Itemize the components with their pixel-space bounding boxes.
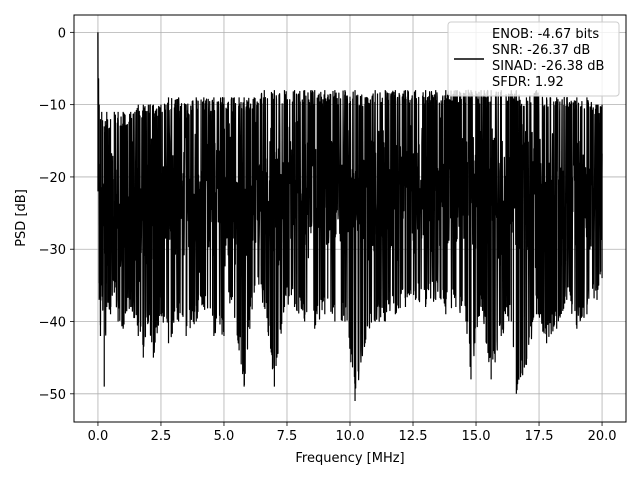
y-tick-label: 0	[58, 26, 66, 41]
psd-trace	[97, 32, 603, 391]
legend-snr: SNR: -26.37 dB	[492, 43, 590, 58]
y-tick-label: −40	[39, 316, 66, 331]
legend-sfdr: SFDR: 1.92	[492, 75, 564, 90]
x-tick-label: 17.5	[525, 429, 554, 444]
x-tick-label: 20.0	[588, 429, 617, 444]
x-tick-label: 7.5	[277, 429, 298, 444]
legend-enob: ENOB: -4.67 bits	[492, 27, 599, 42]
x-tick-label: 5.0	[214, 429, 235, 444]
x-tick-label: 2.5	[151, 429, 172, 444]
x-axis-ticks: 0.0 2.5 5.0 7.5 10.0 12.5 15.0 17.5 20.0	[88, 422, 617, 444]
y-tick-label: −20	[39, 171, 66, 186]
legend-box	[447, 21, 620, 97]
psd-series	[97, 32, 603, 402]
y-axis-label: PSD [dB]	[14, 189, 29, 247]
y-tick-label: −10	[39, 99, 66, 114]
x-tick-label: 15.0	[462, 429, 491, 444]
y-tick-label: −50	[39, 388, 66, 403]
x-tick-label: 0.0	[88, 429, 109, 444]
y-tick-label: −30	[39, 243, 66, 258]
x-tick-label: 10.0	[336, 429, 365, 444]
legend: ENOB: -4.67 bits SNR: -26.37 dB SINAD: -…	[447, 21, 620, 97]
x-tick-label: 12.5	[399, 429, 428, 444]
x-axis-label: Frequency [MHz]	[295, 451, 404, 466]
y-axis-ticks: 0 −10 −20 −30 −40 −50	[39, 26, 74, 403]
legend-sinad: SINAD: -26.38 dB	[492, 59, 604, 74]
